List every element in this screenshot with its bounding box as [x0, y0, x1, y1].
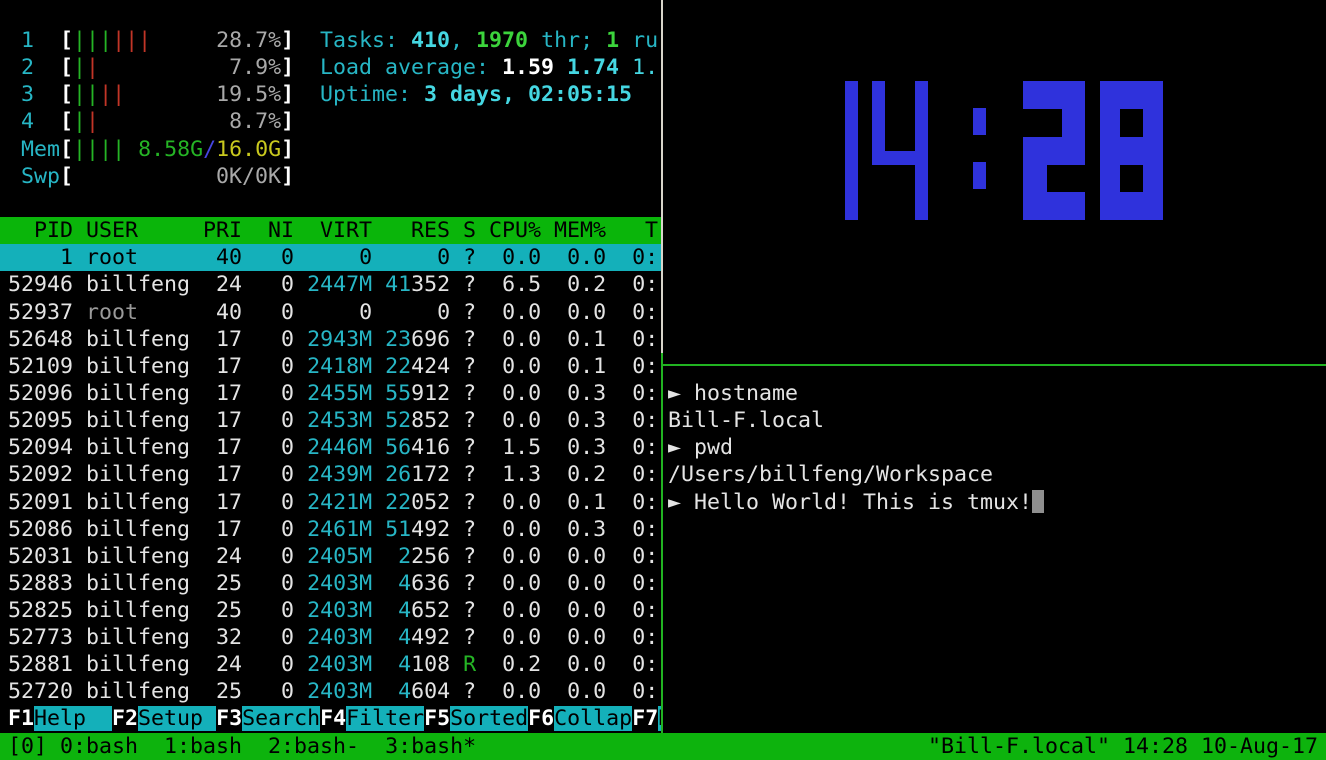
window-list: [0] 0:bash 1:bash 2:bash- 3:bash*	[8, 734, 476, 759]
summary-line: Tasks: 410, 1970 thr; 1 ru	[320, 28, 659, 53]
clock-digit-segment	[872, 151, 928, 165]
clock-digit-segment	[973, 108, 986, 135]
process-table-header: PID USER PRI NI VIRT RES S CPU% MEM% T	[0, 217, 661, 245]
pane-border-vertical-bottom[interactable]	[660, 353, 663, 733]
shell-output-line: /Users/billfeng/Workspace	[668, 462, 994, 488]
meter-row: 1 [|||||| 28.7%]	[8, 28, 295, 53]
process-row[interactable]: 52086 billfeng 17 0 2461M 51492 ? 0.0 0.…	[8, 516, 659, 542]
fkey-f6[interactable]: F6Collap	[528, 705, 633, 731]
meter-row: Swp[ 0K/0K]	[8, 163, 295, 189]
clock-digit-segment	[1100, 165, 1120, 192]
process-row[interactable]: 52720 billfeng 25 0 2403M 4604 ? 0.0 0.0…	[8, 679, 659, 705]
process-row[interactable]: 52825 billfeng 25 0 2403M 4652 ? 0.0 0.0…	[8, 598, 659, 624]
clock-digit-segment	[1100, 81, 1163, 109]
clock-digit-segment	[1143, 165, 1163, 192]
status-host-clock: "Bill-F.local" 14:28 10-Aug-17	[927, 733, 1318, 759]
summary-line: Uptime: 3 days, 02:05:15	[320, 82, 633, 108]
tmux-status-bar: [0] 0:bash 1:bash 2:bash- 3:bash* "Bill-…	[0, 732, 1326, 760]
fkey-f3[interactable]: F3Search	[216, 705, 321, 731]
terminal-output: ► hostname Bill-F.local ► pwd/Users/billfe…	[668, 380, 1045, 516]
htop-pane[interactable]: 1 [|||||| 28.7%] 2 [|| 7.9%] 3 [|||| 19.…	[0, 0, 661, 733]
clock-digit-segment	[973, 162, 986, 189]
fkey-f4[interactable]: F4Filter	[320, 705, 425, 731]
process-row[interactable]: 52937 root 40 0 0 0 ? 0.0 0.0 0:	[8, 299, 659, 325]
window-item[interactable]: 1:bash	[138, 733, 243, 759]
fkey-f7[interactable]: F7N	[632, 705, 661, 731]
shell-command-line: ► Hello World! This is tmux!	[668, 489, 1045, 516]
process-row[interactable]: 52031 billfeng 24 0 2405M 2256 ? 0.0 0.0…	[8, 543, 659, 569]
clock-digit-segment	[872, 81, 885, 165]
shell-output-line: Bill-F.local	[668, 408, 825, 434]
fkey-f1[interactable]: F1Help	[8, 705, 113, 731]
process-row[interactable]: 52109 billfeng 17 0 2418M 22424 ? 0.0 0.…	[8, 353, 659, 379]
shell-command-line: ► hostname	[668, 381, 799, 406]
process-row[interactable]: 52946 billfeng 24 0 2447M 41352 ? 6.5 0.…	[8, 272, 659, 298]
window-item[interactable]: 0:bash	[47, 733, 139, 759]
meter-row: Mem[|||| 8.58G/16.0G]	[8, 136, 295, 162]
clock-digit-segment	[1143, 109, 1163, 137]
process-row[interactable]: 52881 billfeng 24 0 2403M 4108 R 0.2 0.0…	[8, 652, 659, 678]
cpu-memory-meters: 1 [|||||| 28.7%] 2 [|| 7.9%] 3 [|||| 19.…	[8, 27, 294, 190]
process-row[interactable]: 52095 billfeng 17 0 2453M 52852 ? 0.0 0.…	[8, 408, 659, 434]
process-row[interactable]: 1 root 40 0 0 0 ? 0.0 0.0 0:	[0, 244, 661, 272]
process-row[interactable]: 52091 billfeng 17 0 2421M 22052 ? 0.0 0.…	[8, 489, 659, 515]
clock-digit-segment	[1100, 137, 1163, 165]
pane-border-vertical-top[interactable]	[660, 0, 663, 353]
clock-digit-segment	[1023, 192, 1085, 220]
process-row[interactable]: 52883 billfeng 25 0 2403M 4636 ? 0.0 0.0…	[8, 570, 659, 596]
clock-digit-segment	[1062, 109, 1085, 137]
clock-digit-segment	[845, 81, 858, 220]
pane-border-horizontal[interactable]	[661, 363, 1326, 367]
shell-command-line: ► pwd	[668, 435, 734, 461]
fkey-f2[interactable]: F2Setup	[112, 705, 217, 731]
process-row[interactable]: 52648 billfeng 17 0 2943M 23696 ? 0.0 0.…	[8, 326, 659, 352]
htop-function-bar: F1Help F2Setup F3SearchF4FilterF5SortedF…	[8, 705, 661, 731]
window-item[interactable]: 3:bash*	[359, 733, 477, 759]
clock-digit-segment	[1023, 137, 1085, 165]
clock-pane[interactable]	[663, 0, 1326, 363]
tasks-summary: Tasks: 410, 1970 thr; 1 ru Load average: …	[320, 27, 658, 108]
process-row[interactable]: 52092 billfeng 17 0 2439M 26172 ? 1.3 0.…	[8, 462, 659, 488]
window-item[interactable]: 2:bash-	[242, 733, 360, 759]
process-row[interactable]: 52096 billfeng 17 0 2455M 55912 ? 0.0 0.…	[8, 380, 659, 406]
clock-digit-segment	[1100, 192, 1163, 220]
clock-digit-segment	[915, 81, 928, 220]
meter-row: 2 [|| 7.9%]	[8, 55, 295, 81]
session-name: [0]	[8, 733, 48, 759]
terminal-cursor	[1032, 489, 1045, 513]
fkey-f5[interactable]: F5Sorted	[424, 705, 529, 731]
process-table: PID USER PRI NI VIRT RES S CPU% MEM% T 1…	[0, 217, 661, 706]
clock-digit-segment	[1100, 109, 1120, 137]
process-row[interactable]: 52094 billfeng 17 0 2446M 56416 ? 1.5 0.…	[8, 435, 659, 461]
terminal-pane[interactable]: ► hostname Bill-F.local ► pwd/Users/billfe…	[663, 366, 1326, 732]
clock-digit-segment	[1023, 81, 1085, 109]
meter-row: 4 [|| 8.7%]	[8, 109, 295, 135]
meter-row: 3 [|||| 19.5%]	[8, 82, 295, 108]
summary-line: Load average: 1.59 1.74 1.	[320, 55, 659, 81]
clock-digit-segment	[1023, 165, 1047, 192]
process-row[interactable]: 52773 billfeng 32 0 2403M 4492 ? 0.0 0.0…	[8, 625, 659, 651]
